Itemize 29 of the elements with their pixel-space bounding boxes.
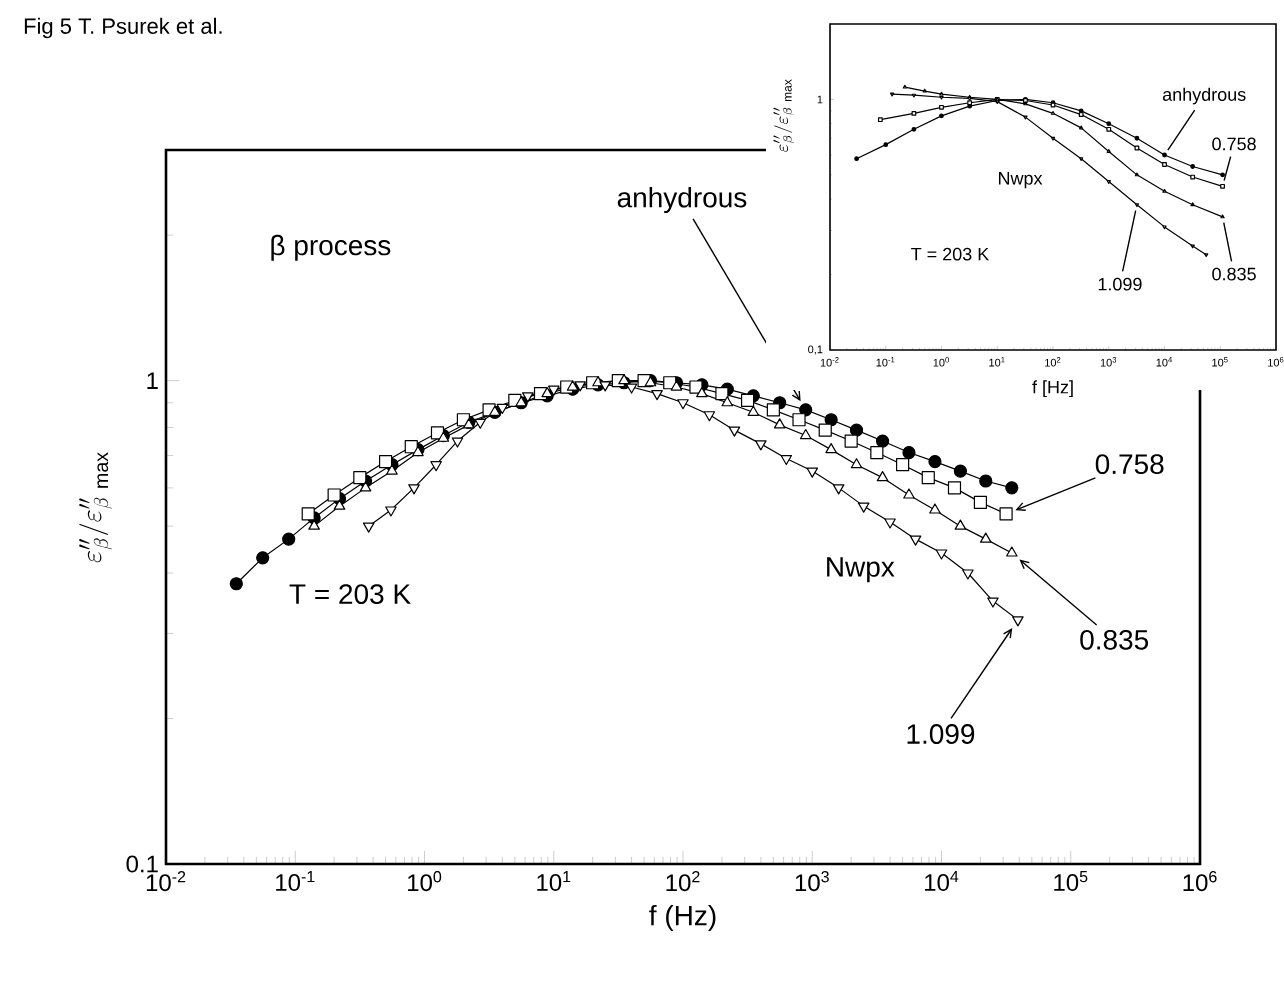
x-tick-label: 10$^{-1}$	[276, 871, 315, 892]
x-tick-label: 10$^{-2}$	[146, 871, 186, 892]
y-axis-title: $\varepsilon_{\beta}^{\prime\prime}/\varepsilon_{\beta\ \mathrm{max}}^{\prime\prime}$	[79, 452, 112, 563]
x-tick-label: 10$^{5}$	[1054, 871, 1088, 892]
y-tick-label: 1	[147, 372, 158, 389]
y-tick-label: 0.1	[126, 855, 158, 873]
x-tick-label: 10$^{4}$	[925, 871, 959, 892]
x-axis-title: f (Hz)	[649, 904, 716, 932]
annotation: β process	[271, 234, 391, 261]
annotation: 0.758	[1095, 454, 1164, 475]
x-tick-label: 10$^{1}$	[537, 871, 571, 892]
annotation: 0.835	[1212, 267, 1256, 281]
x-tick-label: 10$^{2}$	[666, 871, 700, 892]
annotation: 0.758	[1212, 137, 1256, 151]
x-tick-label: 10$^{3}$	[795, 871, 829, 892]
annotation: 1.099	[1098, 277, 1142, 291]
chart-title: Fig 5 T. Psurek et al.	[24, 17, 222, 39]
x-tick-label: 10$^{0}$	[408, 871, 442, 892]
annotation: T = 203 K	[911, 247, 990, 261]
x-axis-title: f [Hz]	[1032, 380, 1073, 398]
annotation: anhydrous	[617, 186, 747, 214]
y-axis-title: $\varepsilon_{\beta}^{\prime\prime}/\varepsilon_{\beta\ \mathrm{max}}^{\prime\prime}$	[773, 79, 794, 152]
x-tick-label: 10$^{6}$	[1183, 871, 1217, 892]
annotation: Nwpx	[998, 172, 1043, 189]
annotation: Nwpx	[827, 557, 895, 583]
annotation: anhydrous	[1162, 87, 1246, 105]
annotation: 0.835	[1080, 629, 1149, 650]
annotation: T = 203 K	[289, 584, 411, 605]
annotation: 1.099	[907, 724, 975, 744]
